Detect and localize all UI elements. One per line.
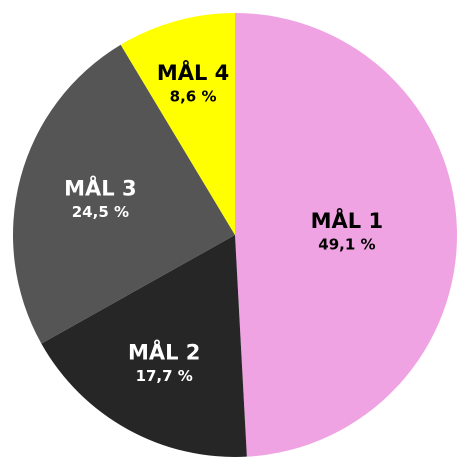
slice-value: 17,7 % — [136, 367, 193, 385]
slice-value: 49,1 % — [318, 236, 375, 254]
pie-slice — [12, 44, 236, 344]
slice-name: MÅL 1 — [311, 208, 383, 233]
slice-value: 8,6 % — [170, 87, 217, 105]
pie-slice — [235, 13, 457, 457]
pie-slice — [120, 12, 235, 235]
slice-name: MÅL 4 — [157, 60, 229, 85]
slice-name: MÅL 2 — [128, 340, 200, 365]
slice-value: 24,5 % — [72, 203, 129, 221]
slice-name: MÅL 3 — [64, 175, 136, 200]
pie-slice — [41, 235, 247, 457]
